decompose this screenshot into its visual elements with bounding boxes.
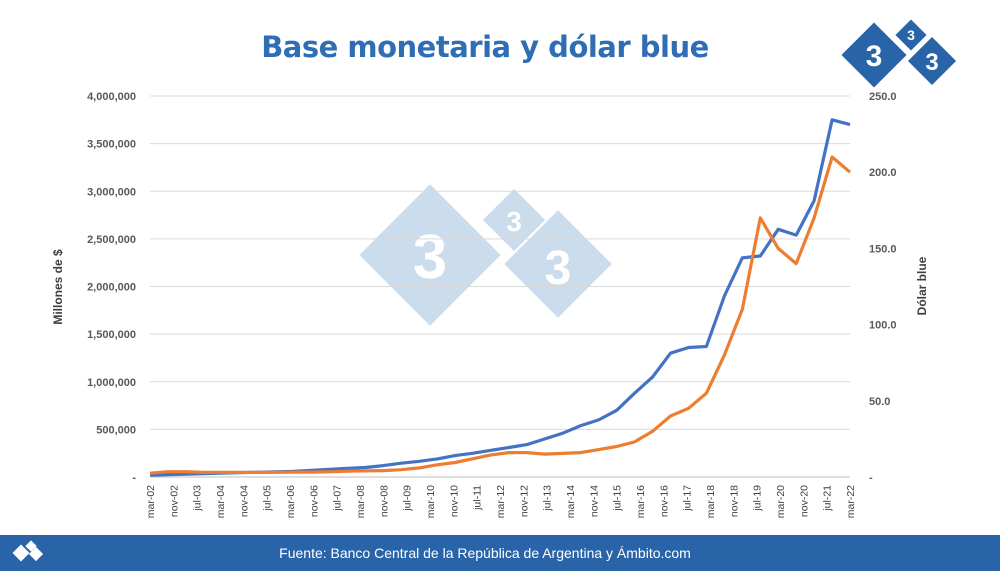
right-axis-ticks: - 50.0 100.0 150.0 200.0 250.0: [869, 91, 897, 484]
footer-bar: Fuente: Banco Central de la República de…: [0, 535, 1000, 571]
y2-tick-label: 50.0: [869, 396, 890, 408]
svg-text:3: 3: [413, 223, 447, 292]
y2-tick-label: 150.0: [869, 243, 897, 255]
x-tick-label: jul-19: [752, 485, 764, 512]
watermark-logo-icon: 3 3 3: [359, 184, 612, 326]
x-tick-label: mar-12: [495, 485, 507, 518]
x-tick-label: mar-14: [565, 485, 577, 518]
x-tick-label: jul-05: [262, 485, 274, 512]
x-tick-label: nov-20: [798, 485, 810, 517]
x-tick-label: jul-09: [402, 485, 414, 512]
x-tick-label: mar-22: [845, 485, 857, 518]
footer-logo-icon: [12, 540, 44, 562]
y2-tick-label: -: [869, 472, 873, 484]
x-tick-label: mar-04: [215, 485, 227, 518]
gridlines: [150, 95, 850, 430]
x-axis-ticks: mar-02 nov-02 jul-03 mar-04 nov-04 jul-05 mar-…: [145, 485, 857, 518]
y-tick-label: 2,500,000: [87, 234, 136, 246]
y-tick-label: 2,000,000: [87, 282, 136, 294]
y2-tick-label: 100.0: [869, 320, 897, 332]
svg-text:3: 3: [506, 206, 522, 237]
source-note: Fuente: Banco Central de la República de…: [279, 545, 691, 561]
x-tick-label: nov-14: [588, 485, 600, 517]
x-tick-label: mar-08: [355, 485, 367, 518]
y-tick-label: -: [132, 472, 136, 484]
y-axis-label: Millones de $: [51, 249, 65, 325]
x-tick-label: nov-18: [728, 485, 740, 517]
x-tick-label: nov-10: [448, 485, 460, 517]
x-tick-label: mar-16: [635, 485, 647, 518]
x-tick-label: jul-21: [822, 485, 834, 512]
x-tick-label: nov-12: [518, 485, 530, 517]
x-tick-label: mar-02: [145, 485, 157, 518]
x-tick-label: mar-06: [285, 485, 297, 518]
brand-logo-icon: 3 3 3: [841, 19, 957, 88]
x-tick-label: jul-17: [682, 485, 694, 512]
y-tick-label: 3,500,000: [87, 139, 136, 151]
y2-axis-label: Dólar blue: [915, 256, 929, 315]
brand-logo-digit: 3: [866, 40, 883, 73]
y2-tick-label: 200.0: [869, 167, 897, 179]
brand-logo-digit: 3: [925, 49, 938, 76]
y-tick-label: 3,000,000: [87, 186, 136, 198]
y-tick-label: 1,000,000: [87, 377, 136, 389]
x-tick-label: mar-18: [705, 485, 717, 518]
x-tick-label: jul-07: [332, 485, 344, 512]
chart-title: Base monetaria y dólar blue: [261, 30, 709, 64]
x-tick-label: jul-15: [612, 485, 624, 512]
y2-tick-label: 250.0: [869, 91, 897, 103]
brand-logo-digit: 3: [907, 27, 915, 43]
x-tick-label: mar-10: [425, 485, 437, 518]
x-tick-label: nov-02: [168, 485, 180, 517]
y-tick-label: 4,000,000: [87, 91, 136, 103]
x-tick-label: jul-03: [192, 485, 204, 512]
svg-text:3: 3: [545, 242, 572, 295]
x-tick-label: nov-04: [238, 485, 250, 517]
series-line-dolar-blue: [149, 155, 852, 475]
x-tick-label: nov-08: [378, 485, 390, 517]
y-tick-label: 1,500,000: [87, 329, 136, 341]
x-tick-label: mar-20: [775, 485, 787, 518]
chart: 3 3 3 3 3 3 - 500,000 1,000,000 1,500,000 2,…: [51, 19, 957, 518]
x-tick-label: nov-16: [658, 485, 670, 517]
x-tick-label: nov-06: [308, 485, 320, 517]
x-tick-label: jul-11: [472, 485, 484, 511]
y-tick-label: 500,000: [96, 424, 136, 436]
left-axis-ticks: - 500,000 1,000,000 1,500,000 2,000,000 2,500…: [87, 91, 136, 484]
x-tick-label: jul-13: [542, 485, 554, 512]
